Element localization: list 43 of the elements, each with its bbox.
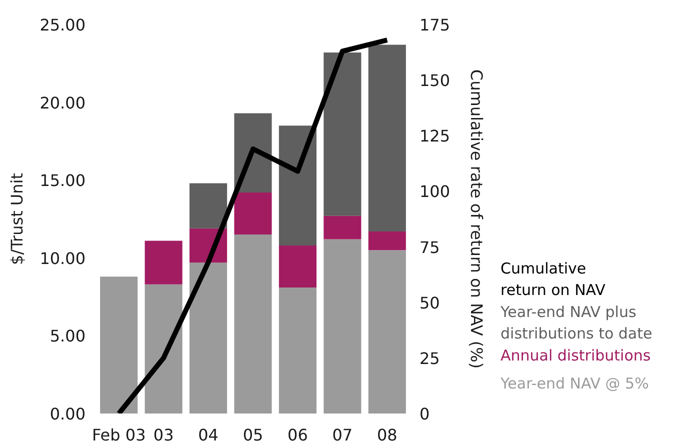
y-tick-label: 15.00	[40, 171, 86, 190]
bar	[190, 183, 228, 228]
y2-axis-title: Cumulative rate of return on NAV (%)	[467, 69, 486, 369]
bar	[278, 287, 316, 414]
y2-tick-label: 125	[420, 126, 450, 146]
bar	[144, 284, 182, 414]
x-tick-label: 03	[153, 426, 174, 444]
text: Year-end NAV plus distributions to date	[500, 302, 652, 343]
x-tick-label: 07	[332, 426, 353, 444]
text: Year-end NAV @ 5%	[500, 374, 649, 392]
text: Cumulative return on NAV	[500, 259, 606, 300]
y-tick-label: 10.00	[40, 248, 86, 268]
bar	[324, 52, 362, 216]
bar	[324, 239, 362, 414]
bar	[278, 126, 316, 246]
bar	[234, 192, 272, 235]
y-tick-label: 20.00	[40, 93, 86, 112]
y2-tick-label: 75	[420, 238, 440, 257]
y-axis-title: $/Trust Unit	[8, 173, 27, 265]
x-tick-label: 06	[288, 426, 308, 444]
bar	[234, 234, 272, 414]
bar	[324, 216, 362, 240]
bar	[368, 44, 406, 232]
y2-tick-label: 150	[420, 71, 450, 90]
y2-tick-label: 175	[420, 16, 450, 34]
x-tick-label: 04	[198, 426, 218, 444]
bar	[278, 245, 316, 288]
y2-tick-label: 50	[420, 293, 440, 312]
x-tick-label: 08	[376, 426, 398, 444]
y-tick-label: 5.00	[50, 326, 86, 346]
y2-tick-label: 0	[420, 404, 430, 424]
bar	[190, 262, 228, 414]
text: Annual distributions	[500, 346, 651, 364]
bar	[368, 231, 406, 250]
bar	[144, 240, 182, 284]
y-tick-label: 0.00	[50, 404, 86, 424]
bar	[368, 250, 406, 414]
y-tick-label: 25.00	[40, 16, 86, 34]
x-tick-label: 05	[242, 426, 264, 444]
x-tick-label: Feb 03	[92, 426, 146, 444]
y2-tick-label: 25	[420, 348, 440, 368]
y2-tick-label: 100	[420, 182, 450, 202]
bar	[100, 276, 138, 414]
